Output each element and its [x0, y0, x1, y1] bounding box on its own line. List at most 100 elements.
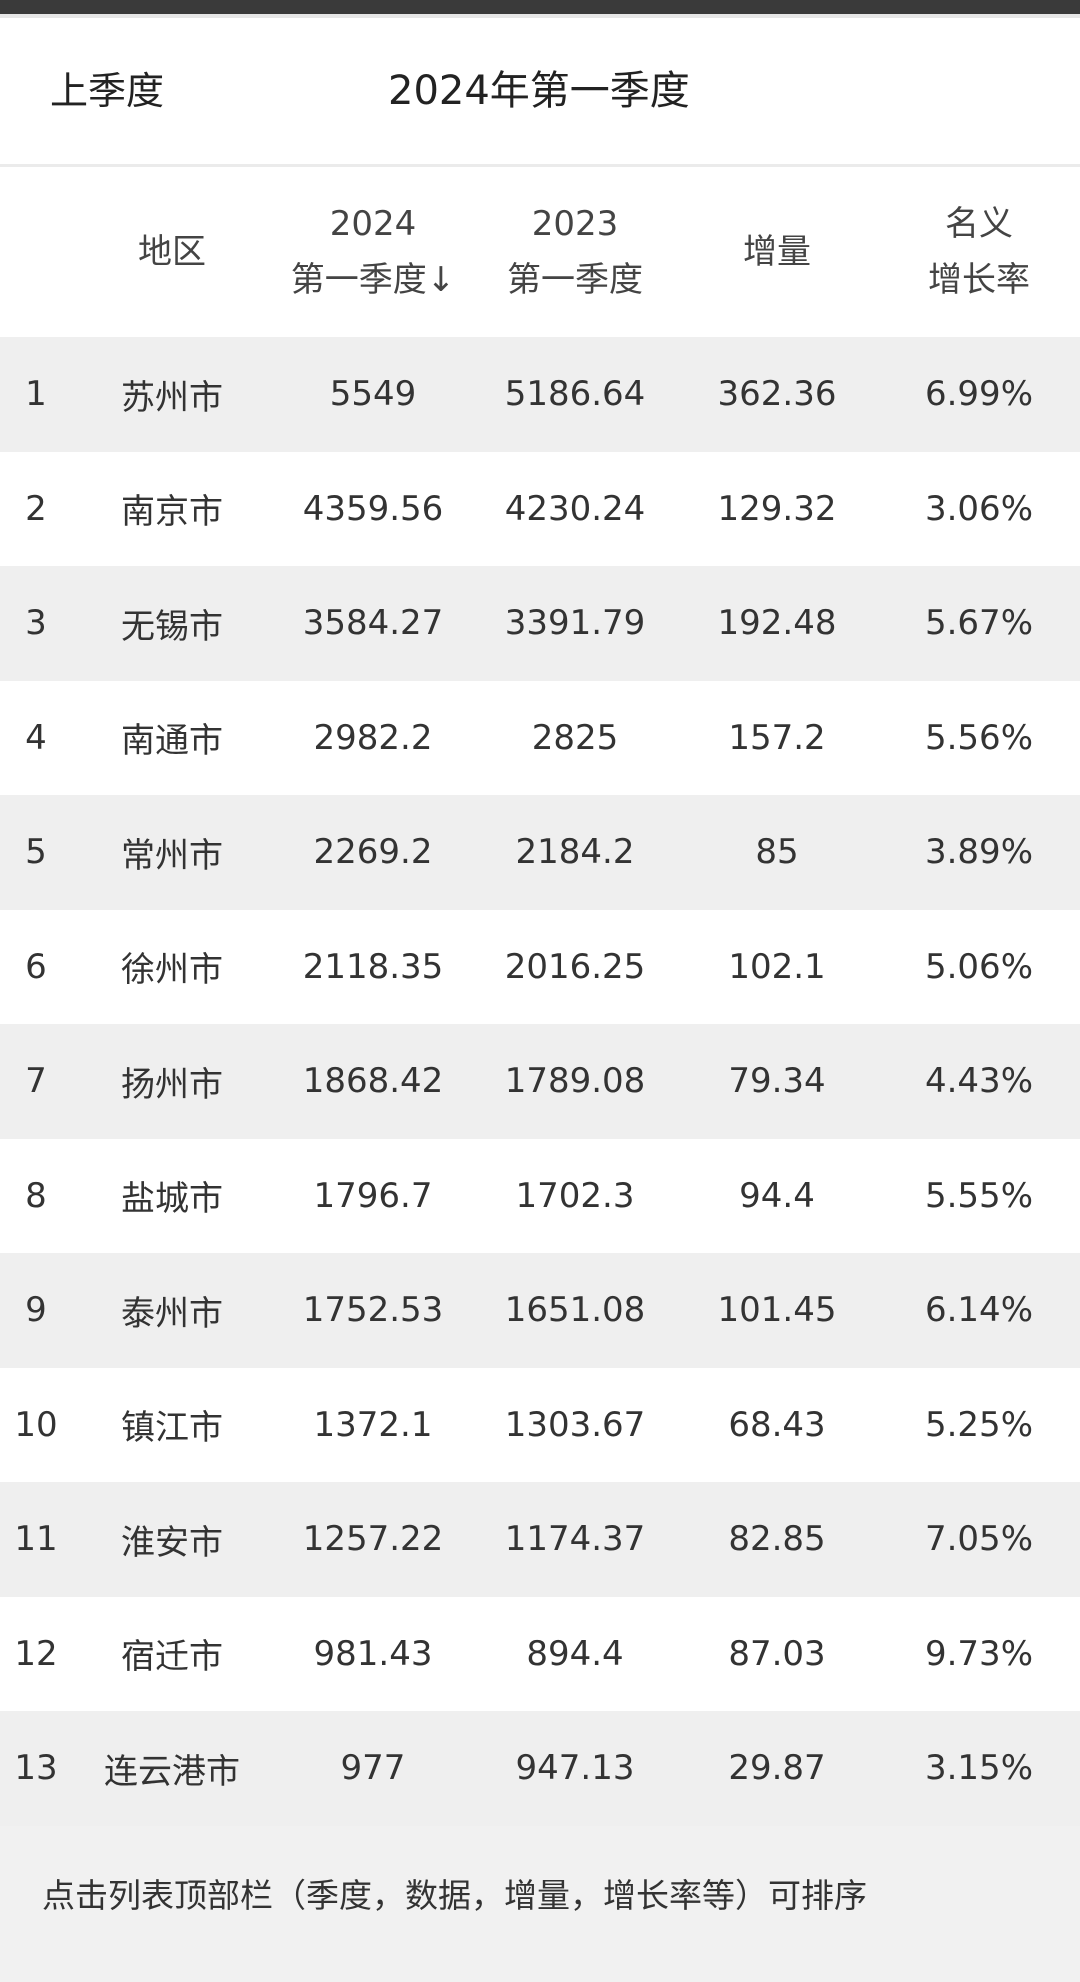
cell-rank: 8 — [0, 1138, 72, 1253]
cell-rank: 6 — [0, 909, 72, 1024]
cell-2023-q1: 894.4 — [474, 1596, 676, 1711]
cell-2024-q1: 1372.1 — [272, 1367, 474, 1482]
table-row[interactable]: 5 常州市 2269.2 2184.2 85 3.89% — [0, 795, 1080, 910]
cell-increase: 87.03 — [676, 1596, 878, 1711]
cell-2023-q1: 2184.2 — [474, 795, 676, 910]
cell-2024-q1: 2982.2 — [272, 680, 474, 795]
cell-region: 扬州市 — [72, 1024, 272, 1139]
header-2024-year: 2024 — [329, 204, 417, 244]
cell-2024-q1: 1752.53 — [272, 1253, 474, 1368]
cell-2024-q1: 977 — [272, 1711, 474, 1826]
cell-2023-q1: 947.13 — [474, 1711, 676, 1826]
cell-increase: 85 — [676, 795, 878, 910]
cell-2023-q1: 1651.08 — [474, 1253, 676, 1368]
cell-growth-rate: 3.15% — [878, 1711, 1080, 1826]
cell-region: 徐州市 — [72, 909, 272, 1024]
header-region-label: 地区 — [138, 232, 206, 272]
table-row[interactable]: 1 苏州市 5549 5186.64 362.36 6.99% — [0, 337, 1080, 452]
cell-region: 连云港市 — [72, 1711, 272, 1826]
cell-growth-rate: 5.55% — [878, 1138, 1080, 1253]
header-growth-line1: 名义 — [945, 204, 1013, 244]
table-row[interactable]: 4 南通市 2982.2 2825 157.2 5.56% — [0, 680, 1080, 795]
cell-region: 镇江市 — [72, 1367, 272, 1482]
cell-increase: 362.36 — [676, 337, 878, 452]
table-row[interactable]: 2 南京市 4359.56 4230.24 129.32 3.06% — [0, 451, 1080, 566]
cell-growth-rate: 3.89% — [878, 795, 1080, 910]
table-row[interactable]: 7 扬州市 1868.42 1789.08 79.34 4.43% — [0, 1024, 1080, 1139]
cell-2024-q1: 1796.7 — [272, 1138, 474, 1253]
cell-rank: 1 — [0, 337, 72, 452]
cell-rank: 10 — [0, 1367, 72, 1482]
cell-growth-rate: 6.99% — [878, 337, 1080, 452]
table-body: 1 苏州市 5549 5186.64 362.36 6.99% 2 南京市 4359.56 423… — [0, 337, 1080, 1826]
cell-2024-q1: 2118.35 — [272, 909, 474, 1024]
table-row[interactable]: 6 徐州市 2118.35 2016.25 102.1 5.06% — [0, 909, 1080, 1024]
cell-increase: 102.1 — [676, 909, 878, 1024]
cell-rank: 5 — [0, 795, 72, 910]
gdp-ranking-table: 地区 2024 第一季度↓ 2023 第一季度 增量 名义 增长率 1 苏州市 55… — [0, 167, 1080, 1826]
cell-growth-rate: 6.14% — [878, 1253, 1080, 1368]
cell-region: 常州市 — [72, 795, 272, 910]
cell-2023-q1: 5186.64 — [474, 337, 676, 452]
table-row[interactable]: 8 盐城市 1796.7 1702.3 94.4 5.55% — [0, 1138, 1080, 1253]
table-row[interactable]: 12 宿迁市 981.43 894.4 87.03 9.73% — [0, 1596, 1080, 1711]
cell-rank: 2 — [0, 451, 72, 566]
cell-2024-q1: 981.43 — [272, 1596, 474, 1711]
cell-rank: 7 — [0, 1024, 72, 1139]
header-growth-line2: 增长率 — [928, 260, 1030, 300]
cell-increase: 68.43 — [676, 1367, 878, 1482]
sort-hint-footer: 点击列表顶部栏（季度，数据，增量，增长率等）可排序 — [0, 1825, 1080, 1982]
cell-growth-rate: 7.05% — [878, 1482, 1080, 1597]
header-increase[interactable]: 增量 — [676, 167, 878, 337]
cell-region: 淮安市 — [72, 1482, 272, 1597]
table-header-row: 地区 2024 第一季度↓ 2023 第一季度 增量 名义 增长率 — [0, 167, 1080, 337]
cell-growth-rate: 5.67% — [878, 566, 1080, 681]
cell-2024-q1: 3584.27 — [272, 566, 474, 681]
cell-2024-q1: 5549 — [272, 337, 474, 452]
header-2023-quarter: 第一季度 — [507, 260, 643, 300]
cell-rank: 13 — [0, 1711, 72, 1826]
previous-quarter-link[interactable]: 上季度 — [50, 69, 165, 113]
cell-2024-q1: 4359.56 — [272, 451, 474, 566]
cell-increase: 94.4 — [676, 1138, 878, 1253]
header-rank — [0, 167, 72, 337]
quarter-selector-bar: 上季度 2024年第一季度 — [0, 18, 1080, 167]
cell-rank: 11 — [0, 1482, 72, 1597]
cell-increase: 101.45 — [676, 1253, 878, 1368]
table-row[interactable]: 11 淮安市 1257.22 1174.37 82.85 7.05% — [0, 1482, 1080, 1597]
cell-2023-q1: 3391.79 — [474, 566, 676, 681]
header-increase-label: 增量 — [743, 232, 811, 272]
cell-region: 南京市 — [72, 451, 272, 566]
table-row[interactable]: 10 镇江市 1372.1 1303.67 68.43 5.25% — [0, 1367, 1080, 1482]
cell-increase: 79.34 — [676, 1024, 878, 1139]
cell-region: 宿迁市 — [72, 1596, 272, 1711]
top-status-bar — [0, 0, 1080, 18]
sort-hint-text: 点击列表顶部栏（季度，数据，增量，增长率等）可排序 — [42, 1875, 867, 1915]
cell-region: 盐城市 — [72, 1138, 272, 1253]
table-row[interactable]: 9 泰州市 1752.53 1651.08 101.45 6.14% — [0, 1253, 1080, 1368]
header-2024-quarter: 第一季度↓ — [290, 260, 456, 300]
cell-2023-q1: 2825 — [474, 680, 676, 795]
cell-2024-q1: 2269.2 — [272, 795, 474, 910]
cell-increase: 192.48 — [676, 566, 878, 681]
cell-2023-q1: 1789.08 — [474, 1024, 676, 1139]
cell-rank: 9 — [0, 1253, 72, 1368]
header-growth-rate[interactable]: 名义 增长率 — [878, 167, 1080, 337]
cell-2023-q1: 2016.25 — [474, 909, 676, 1024]
header-region[interactable]: 地区 — [72, 167, 272, 337]
cell-2024-q1: 1257.22 — [272, 1482, 474, 1597]
cell-2023-q1: 1174.37 — [474, 1482, 676, 1597]
header-2023-year: 2023 — [531, 204, 619, 244]
table-row[interactable]: 3 无锡市 3584.27 3391.79 192.48 5.67% — [0, 566, 1080, 681]
cell-increase: 82.85 — [676, 1482, 878, 1597]
cell-rank: 4 — [0, 680, 72, 795]
header-2024-q1[interactable]: 2024 第一季度↓ — [272, 167, 474, 337]
header-2023-q1[interactable]: 2023 第一季度 — [474, 167, 676, 337]
cell-2023-q1: 1303.67 — [474, 1367, 676, 1482]
cell-2023-q1: 4230.24 — [474, 451, 676, 566]
cell-growth-rate: 9.73% — [878, 1596, 1080, 1711]
cell-increase: 29.87 — [676, 1711, 878, 1826]
cell-increase: 157.2 — [676, 680, 878, 795]
cell-region: 无锡市 — [72, 566, 272, 681]
table-row[interactable]: 13 连云港市 977 947.13 29.87 3.15% — [0, 1711, 1080, 1826]
